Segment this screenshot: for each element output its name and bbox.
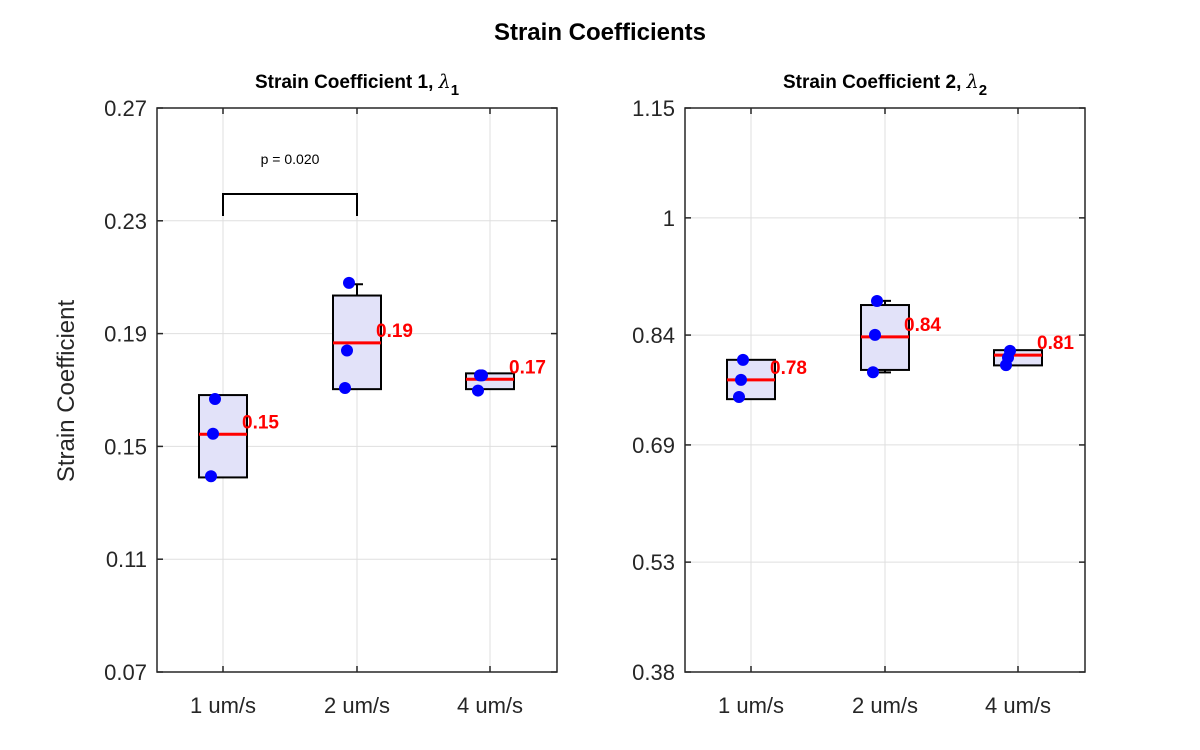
figure-title: Strain Coefficients <box>494 19 706 46</box>
significance-label: p = 0.020 <box>261 151 320 167</box>
y-tick-label: 0.53 <box>632 550 675 575</box>
data-point <box>737 353 749 366</box>
box-4-um-s: 0.17 <box>465 357 546 397</box>
y-tick-label: 1.15 <box>632 96 675 121</box>
significance-bracket <box>222 193 358 217</box>
panel-strain-coefficient-2: Strain Coefficient 2, λ2 0.78 0.84 0.81 0.38… <box>632 71 1086 718</box>
data-point <box>867 366 879 379</box>
data-point <box>871 295 883 308</box>
box-2-um-s: 0.19 <box>332 276 413 395</box>
y-tick-label: 0.11 <box>106 547 147 572</box>
box-4-um-s: 0.81 <box>993 333 1074 372</box>
data-point <box>343 276 355 289</box>
data-point <box>735 373 747 386</box>
x-tick-label: 2 um/s <box>852 693 918 718</box>
x-tick-label: 1 um/s <box>190 693 256 718</box>
data-point <box>205 470 217 483</box>
y-tick-label: 0.07 <box>104 660 147 685</box>
box-1-um-s: 0.15 <box>198 393 279 483</box>
data-point <box>341 344 353 357</box>
median-label: 0.84 <box>904 315 941 336</box>
panel-title-symbol: λ <box>966 71 979 93</box>
median-label: 0.78 <box>770 358 807 379</box>
median-label: 0.81 <box>1037 333 1074 354</box>
data-point <box>339 382 351 395</box>
data-point <box>733 390 745 403</box>
data-point <box>207 427 219 440</box>
data-point <box>869 328 881 341</box>
x-tick-label: 4 um/s <box>457 693 523 718</box>
median-label: 0.19 <box>376 321 413 342</box>
data-point <box>474 369 486 382</box>
y-tick-label: 0.15 <box>104 434 147 459</box>
box-2-um-s: 0.84 <box>860 295 941 379</box>
y-tick-label: 0.69 <box>632 433 675 458</box>
x-tick-label: 2 um/s <box>324 693 390 718</box>
x-tick-label: 4 um/s <box>985 693 1051 718</box>
data-point <box>209 393 221 406</box>
panel-title-subscript: 2 <box>979 82 987 99</box>
box-iqr <box>198 394 248 479</box>
data-point <box>472 384 484 397</box>
y-tick-label: 0.27 <box>104 96 147 121</box>
box-iqr <box>465 372 515 391</box>
panel-title-text: Strain Coefficient 1, <box>255 72 439 93</box>
panel-title-subscript: 1 <box>451 82 459 99</box>
median-label: 0.15 <box>242 412 279 433</box>
panel-title-text: Strain Coefficient 2, <box>783 72 967 93</box>
box-1-um-s: 0.78 <box>726 353 807 403</box>
panel-strain-coefficient-1: Strain Coefficient 1, λ1 0.15 0.19 0.17 p = … <box>104 71 558 718</box>
y-tick-label: 0.38 <box>632 660 675 685</box>
panel-title: Strain Coefficient 2, λ2 <box>783 71 987 99</box>
x-tick-label: 1 um/s <box>718 693 784 718</box>
y-tick-label: 0.84 <box>632 323 675 348</box>
y-axis-label: Strain Coefficient <box>53 300 80 483</box>
data-point <box>1000 359 1012 372</box>
y-tick-label: 0.19 <box>104 322 147 347</box>
y-tick-label: 1 <box>663 206 675 231</box>
median-label: 0.17 <box>509 357 546 378</box>
y-tick-label: 0.23 <box>104 209 147 234</box>
panel-title: Strain Coefficient 1, λ1 <box>255 71 459 99</box>
panel-title-symbol: λ <box>438 71 451 93</box>
